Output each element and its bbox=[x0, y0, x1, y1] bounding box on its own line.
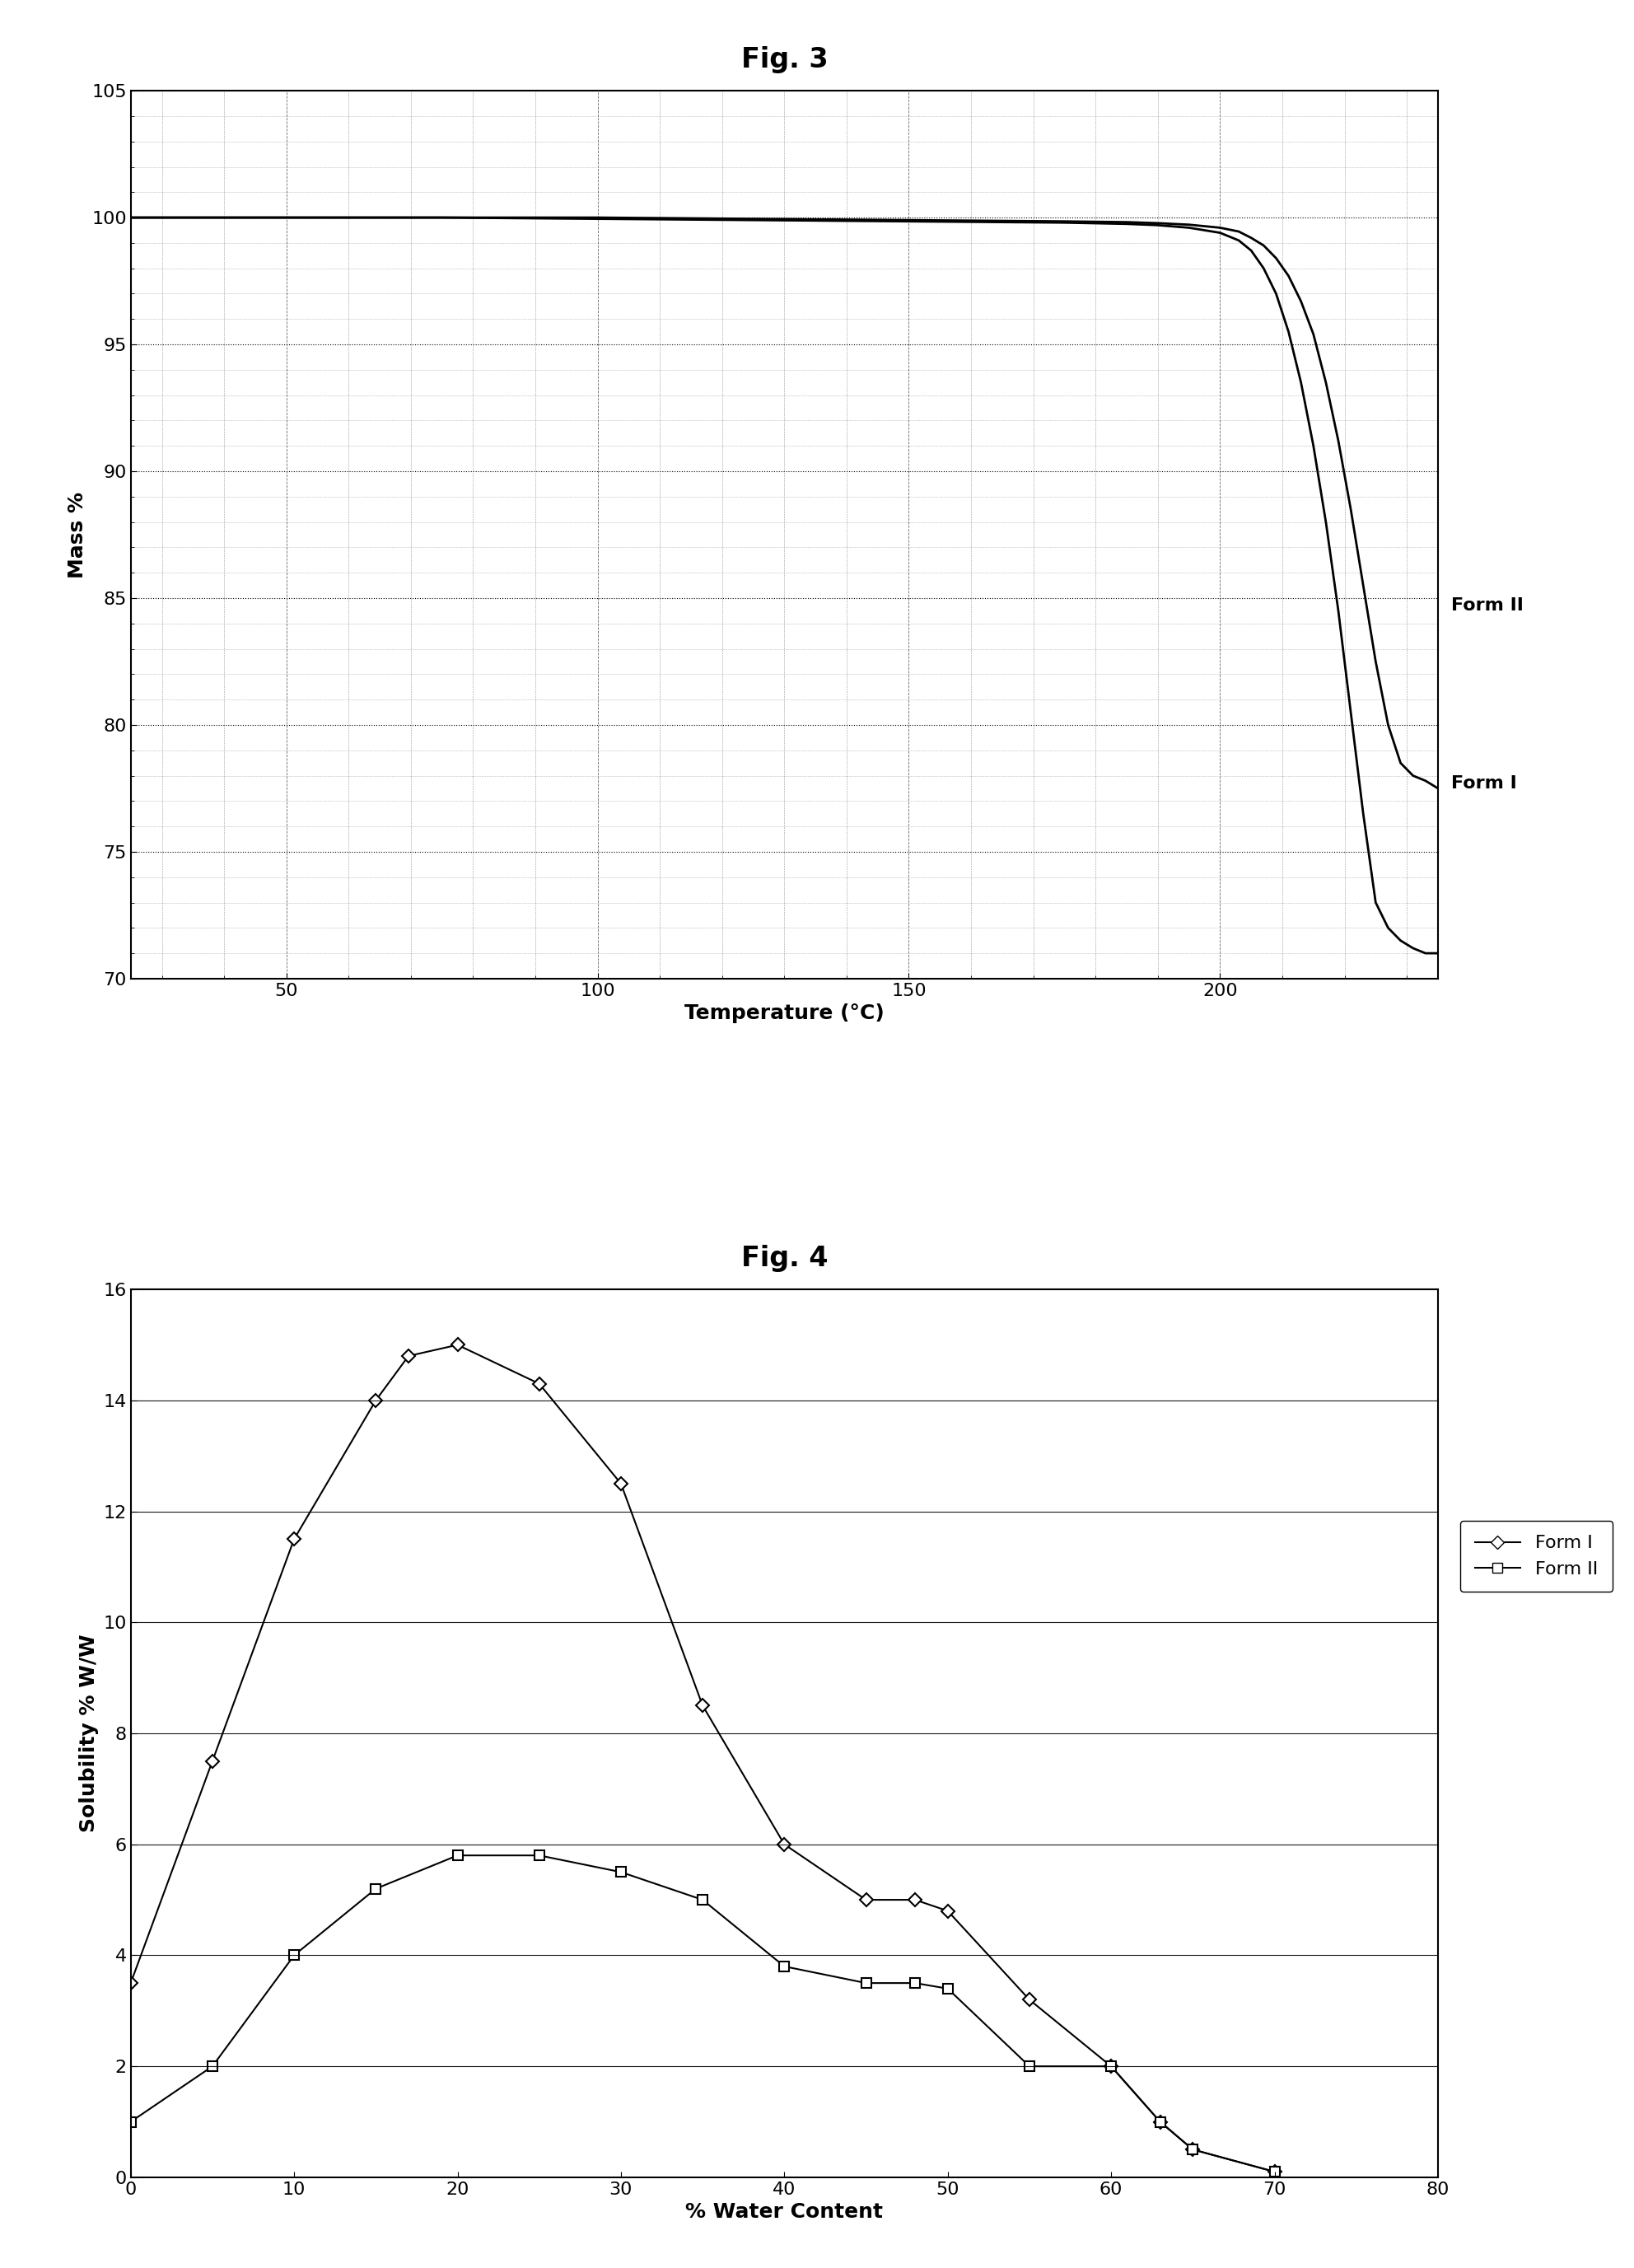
Legend: Form I, Form II: Form I, Form II bbox=[1461, 1520, 1613, 1592]
Title: Fig. 4: Fig. 4 bbox=[740, 1245, 828, 1272]
X-axis label: % Water Content: % Water Content bbox=[686, 2202, 882, 2223]
Text: Form II: Form II bbox=[1451, 596, 1523, 615]
Text: Form I: Form I bbox=[1451, 776, 1516, 792]
Title: Fig. 3: Fig. 3 bbox=[740, 45, 828, 73]
Y-axis label: Solubility % W/W: Solubility % W/W bbox=[78, 1635, 98, 1833]
X-axis label: Temperature (°C): Temperature (°C) bbox=[685, 1005, 884, 1023]
Y-axis label: Mass %: Mass % bbox=[67, 492, 87, 578]
